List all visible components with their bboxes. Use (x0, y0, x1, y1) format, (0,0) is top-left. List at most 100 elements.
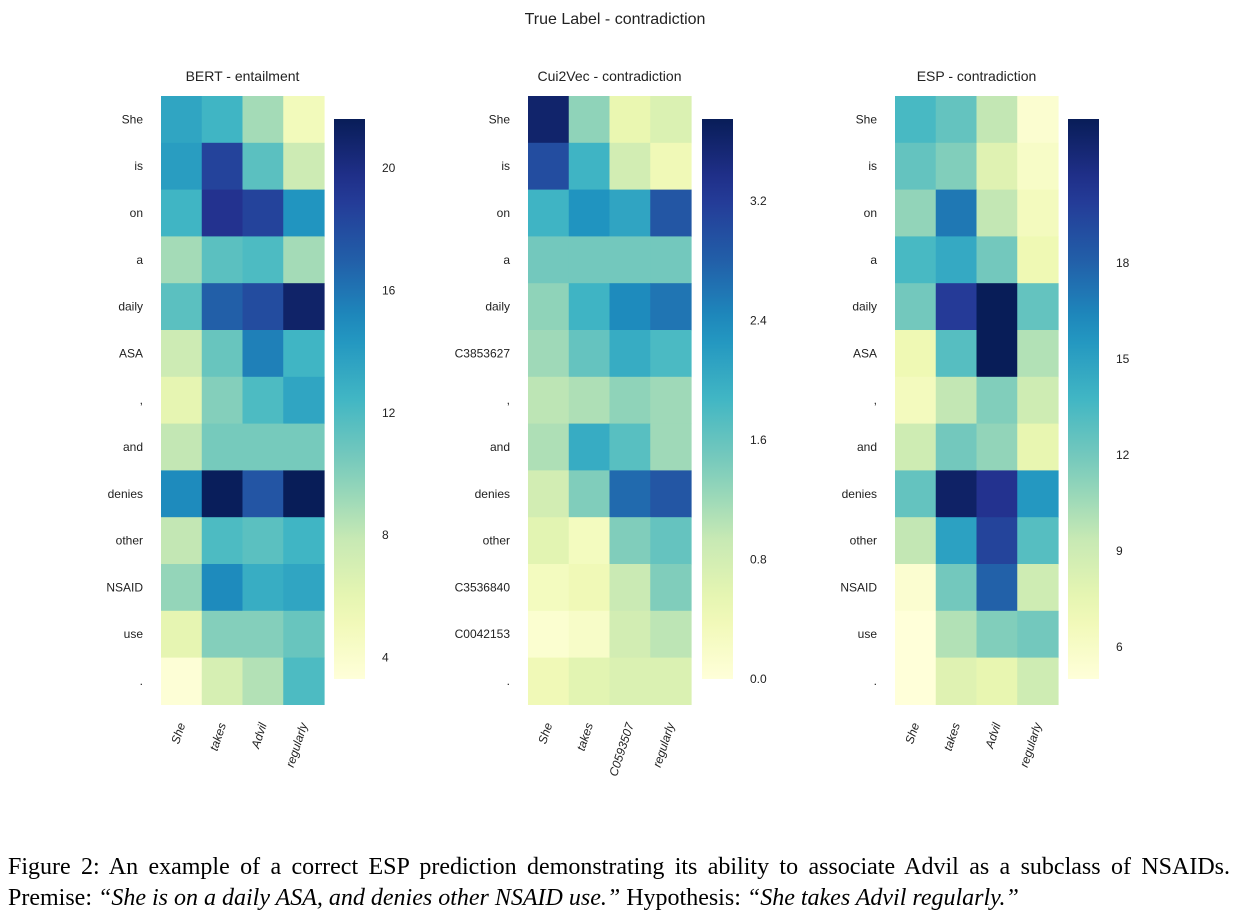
heatmap-cell (242, 610, 284, 659)
heatmap-cell (242, 142, 284, 191)
heatmap-cell (201, 657, 244, 705)
col-label-she: She (168, 721, 188, 746)
row-label-denies: denies (475, 487, 510, 501)
heatmap-cell (976, 470, 1018, 518)
heatmap-cell (568, 283, 611, 331)
figure-canvas: True Label - contradiction BERT - entail… (106, 11, 1129, 778)
heatmap-cell (568, 376, 611, 425)
panel-title: ESP - contradiction (917, 68, 1037, 84)
heatmap-cell (895, 283, 937, 331)
heatmap-cell (528, 189, 570, 237)
heatmap-cell (568, 517, 611, 565)
row-label-is: is (501, 159, 510, 173)
row-label-c0042153: C0042153 (455, 627, 511, 641)
heatmap-cell (528, 236, 570, 284)
row-label-asa: ASA (853, 346, 877, 360)
heatmap-cell (161, 142, 203, 191)
heatmap-cell (976, 517, 1018, 565)
heatmap-cell (976, 283, 1018, 331)
heatmap-cell (568, 423, 611, 471)
row-label-and: and (490, 440, 510, 454)
colorbar-tick-label: 1.6 (750, 433, 767, 447)
heatmap-cell (242, 423, 284, 471)
heatmap-cell (201, 470, 244, 518)
heatmap-cell (895, 330, 937, 378)
heatmap-cell (609, 96, 651, 144)
heatmap-cell (650, 236, 692, 284)
heatmap-cell (568, 610, 611, 659)
heatmap-cell (201, 564, 244, 612)
colorbar-tick-label: 9 (1116, 544, 1123, 558)
heatmap-cell (976, 657, 1018, 705)
caption-hypothesis: “She takes Advil regularly.” (746, 885, 1019, 911)
heatmap-cell (609, 517, 651, 565)
heatmap-cell (935, 564, 978, 612)
heatmap-panels: BERT - entailment She is on a daily ASA, and den… (106, 68, 1129, 778)
heatmap-cell (242, 376, 284, 425)
heatmap-cell (609, 189, 651, 237)
heatmap-cell (568, 470, 611, 518)
heatmap-cell (201, 423, 244, 471)
heatmap-cell (895, 610, 937, 659)
caption-lead: Figure 2: An example of a correct ESP pr… (8, 854, 1230, 911)
col-label-regularly: regularly (283, 720, 311, 769)
heatmap-cell (976, 423, 1018, 471)
row-label-punct: . (140, 674, 143, 688)
heatmap-cell (528, 142, 570, 191)
row-label-punct: , (874, 393, 877, 407)
heatmap-cell (609, 283, 651, 331)
heatmap-panel-3: ESP - contradiction She is on a daily ASA, and d… (840, 68, 1129, 769)
heatmap-cell (283, 517, 325, 565)
heatmap-cell (650, 376, 692, 425)
heatmap-cell (895, 517, 937, 565)
heatmap-cell (1017, 236, 1059, 284)
heatmap-cell (161, 96, 203, 144)
heatmap-cell (161, 189, 203, 237)
heatmap-cell (283, 423, 325, 471)
heatmap-cell (242, 517, 284, 565)
heatmap-cell (568, 330, 611, 378)
row-label-punct: . (507, 674, 510, 688)
heatmap-cell (283, 142, 325, 191)
row-label-other: other (850, 534, 877, 548)
heatmap-cell (609, 423, 651, 471)
row-label-daily: daily (485, 300, 510, 314)
heatmap-cell (650, 142, 692, 191)
heatmap-cell (242, 657, 284, 705)
row-label-use: use (858, 627, 878, 641)
heatmap-cell (528, 610, 570, 659)
row-label-denies: denies (842, 487, 877, 501)
heatmap-cell (528, 470, 570, 518)
panel-title: Cui2Vec - contradiction (538, 68, 682, 84)
row-label-daily: daily (852, 300, 877, 314)
heatmap-cell (1017, 330, 1059, 378)
heatmap-cell (283, 96, 325, 144)
heatmap-cell (242, 96, 284, 144)
heatmap-cell (568, 564, 611, 612)
heatmap-cell (201, 96, 244, 144)
row-label-on: on (864, 206, 877, 220)
heatmap-cell (650, 189, 692, 237)
heatmap-cell (650, 96, 692, 144)
heatmap-cell (976, 564, 1018, 612)
heatmap-cell (1017, 517, 1059, 565)
heatmap-cell (650, 610, 692, 659)
heatmap-cell (935, 470, 978, 518)
heatmap-cell (161, 330, 203, 378)
heatmap-cell (609, 142, 651, 191)
heatmap-cell (201, 330, 244, 378)
heatmap-cell (528, 657, 570, 705)
heatmap-cell (895, 142, 937, 191)
heatmap-cell (568, 189, 611, 237)
col-label-takes: takes (574, 721, 596, 753)
colorbar-tick-label: 16 (382, 283, 396, 297)
heatmap-cell (935, 330, 978, 378)
heatmap-cell (650, 517, 692, 565)
col-label-c0593507: C0593507 (606, 720, 637, 778)
col-label-takes: takes (941, 721, 963, 753)
heatmap-cell (976, 236, 1018, 284)
heatmap-cell (528, 564, 570, 612)
colorbar-tick-label: 4 (382, 651, 389, 665)
heatmap-cell (283, 236, 325, 284)
heatmap-cell (283, 330, 325, 378)
